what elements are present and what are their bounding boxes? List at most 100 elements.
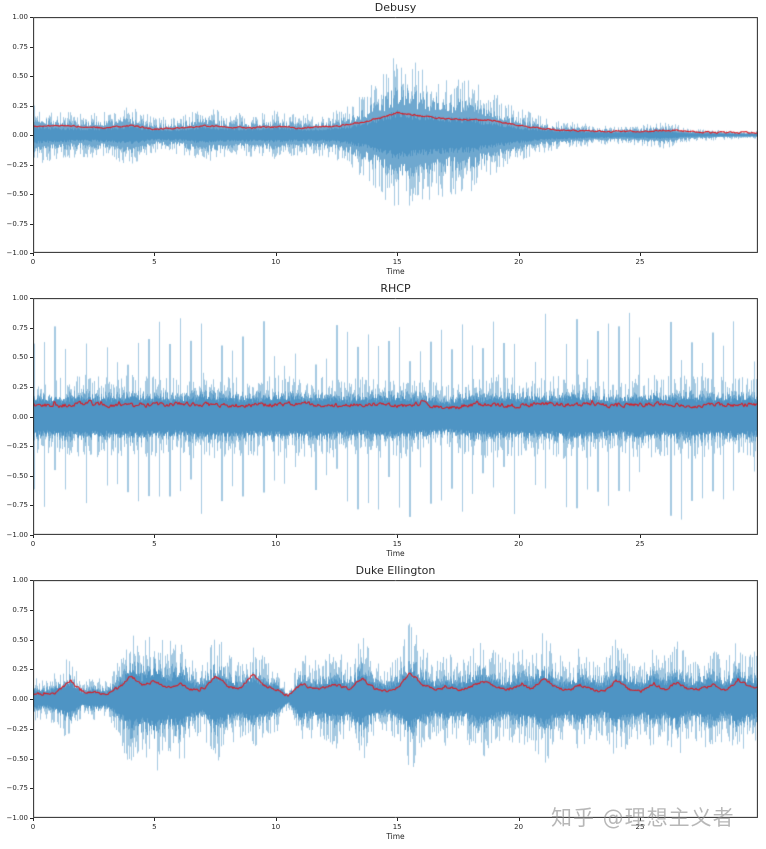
x-tick-mark [275,535,277,538]
subplot-rhcp: RHCP Time 0 5 10 15 20 25 1.00 0.75 0.50 0.25 0.00… [0,281,766,563]
x-axis-title: Time [386,267,405,276]
waveform-canvas [33,580,758,818]
y-tick-label: 0.75 [12,605,28,614]
y-tick-mark [30,475,33,477]
x-tick-label: 20 [514,540,524,548]
y-tick-label: −0.50 [6,754,28,763]
x-tick-mark [639,535,641,538]
x-tick-label: 5 [152,258,157,266]
plot-title: Debusy [374,1,417,14]
x-tick-label: 5 [152,823,157,831]
y-tick-mark [30,135,33,136]
y-tick-label: −0.75 [6,501,28,510]
y-tick-label: 0.25 [12,101,28,110]
y-tick-label: 1.00 [12,13,28,21]
y-tick-label: 1.00 [12,576,28,584]
x-tick-label: 0 [30,258,36,266]
x-tick-label: 25 [635,258,645,266]
x-tick-mark [275,818,277,821]
waveform-canvas [33,298,758,535]
plot-title: RHCP [380,282,411,295]
y-tick-label: 0.50 [12,635,28,644]
y-tick-mark [30,253,33,254]
y-tick-label: −1.00 [6,814,28,822]
y-tick-label: 0.75 [12,42,28,51]
y-tick-mark [30,357,33,359]
x-tick-mark [397,535,399,538]
y-tick-mark [30,386,33,388]
x-tick-mark [275,253,277,256]
x-tick-label: 20 [514,823,524,831]
y-tick-label: 0.00 [12,131,28,139]
subplot-debusy: Debusy Time 0 5 10 15 20 25 1.00 0.75 0.50 0.25 0.… [0,0,766,281]
subplot-duke-ellington: Duke Ellington Time 0 5 10 15 20 25 1.00 0.75 0.… [0,563,766,849]
waveform-canvas [33,17,758,253]
x-tick-mark [33,818,34,821]
y-tick-mark [30,223,33,225]
y-tick-label: −0.25 [6,442,28,451]
y-tick-mark [30,788,33,790]
x-tick-mark [154,535,156,538]
x-axis-title: Time [386,549,405,558]
y-tick-mark [30,446,33,448]
y-tick-label: 0.25 [12,382,28,391]
y-tick-mark [30,164,33,166]
y-tick-label: −0.25 [6,160,28,169]
y-tick-mark [30,535,33,536]
x-tick-label: 10 [271,540,281,548]
y-tick-mark [30,609,33,611]
y-tick-mark [30,818,33,819]
x-axis-title: Time [386,832,405,841]
x-tick-mark [154,253,156,256]
x-tick-label: 10 [271,823,281,831]
y-tick-mark [30,105,33,107]
x-tick-mark [518,535,520,538]
x-tick-mark [154,818,156,821]
x-tick-mark [397,818,399,821]
y-tick-label: 0.00 [12,412,28,421]
y-tick-mark [30,505,33,507]
y-tick-mark [30,76,33,77]
y-tick-label: −0.75 [6,784,28,793]
y-tick-label: 1.00 [12,294,28,302]
x-tick-label: 0 [30,823,36,831]
y-tick-mark [30,728,33,730]
y-tick-mark [30,699,33,700]
y-tick-label: −1.00 [6,531,28,539]
y-tick-label: 0.25 [12,665,28,674]
y-tick-mark [30,17,33,18]
y-tick-label: −0.50 [6,471,28,480]
y-tick-label: 0.50 [12,72,28,80]
x-tick-mark [639,818,641,821]
y-tick-mark [30,639,33,641]
x-tick-mark [518,818,520,821]
y-tick-label: −0.25 [6,724,28,733]
x-tick-mark [639,253,641,256]
y-tick-label: 0.50 [12,353,28,362]
y-tick-mark [30,580,33,581]
x-tick-label: 15 [392,823,402,831]
y-tick-mark [30,327,33,329]
y-tick-mark [30,46,33,48]
x-tick-label: 15 [392,540,402,548]
y-tick-mark [30,416,33,418]
x-tick-label: 25 [635,540,645,548]
x-tick-label: 20 [514,258,524,266]
watermark: 知乎 @理想主义者 [551,806,735,830]
x-tick-mark [397,253,399,256]
x-tick-label: 10 [271,258,281,266]
y-tick-mark [30,194,33,195]
x-tick-mark [518,253,520,256]
x-tick-mark [33,253,34,256]
y-tick-label: 0.75 [12,323,28,332]
x-tick-label: 5 [152,540,157,548]
x-tick-label: 15 [392,258,402,266]
x-tick-label: 0 [30,540,36,548]
y-tick-label: −0.50 [6,190,28,198]
x-tick-label: 25 [635,823,645,831]
y-tick-label: −1.00 [6,249,28,257]
y-tick-mark [30,758,33,760]
y-tick-label: 0.00 [12,695,28,703]
x-tick-mark [33,535,34,538]
y-tick-mark [30,298,33,299]
